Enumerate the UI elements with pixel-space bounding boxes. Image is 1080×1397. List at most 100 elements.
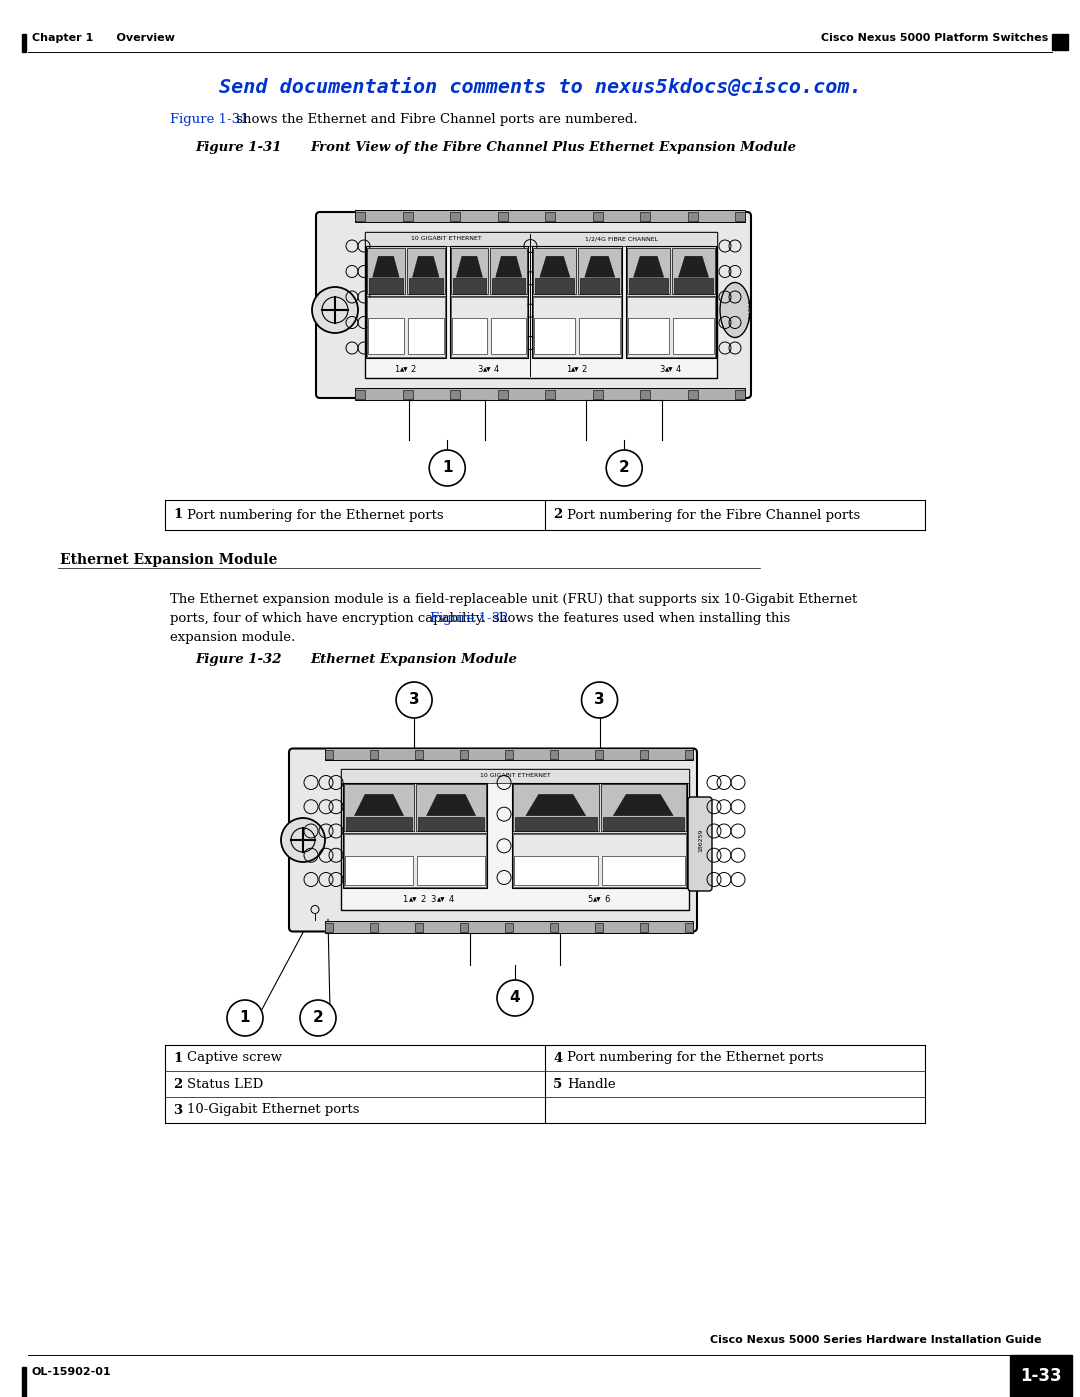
Text: 3: 3	[477, 366, 483, 374]
Text: 1: 1	[442, 461, 453, 475]
Bar	[367, 249, 405, 295]
Circle shape	[581, 682, 618, 718]
Bar	[370, 922, 378, 932]
Bar	[345, 784, 414, 831]
Bar	[550, 922, 558, 932]
Text: 1-33: 1-33	[1021, 1368, 1062, 1384]
Polygon shape	[413, 256, 440, 277]
Bar	[355, 210, 745, 222]
Text: 10 GIGABIT ETHERNET: 10 GIGABIT ETHERNET	[480, 773, 551, 778]
Bar	[417, 855, 485, 884]
Text: Port numbering for the Ethernet ports: Port numbering for the Ethernet ports	[187, 509, 444, 521]
Bar	[22, 34, 26, 52]
Bar	[345, 834, 486, 887]
Circle shape	[429, 450, 465, 486]
Text: 4: 4	[510, 990, 521, 1006]
Polygon shape	[526, 795, 585, 816]
Bar	[629, 319, 670, 353]
Bar	[640, 390, 650, 400]
Text: expansion module.: expansion module.	[170, 631, 295, 644]
Text: 4: 4	[494, 366, 499, 374]
Text: ports, four of which have encryption capability.: ports, four of which have encryption cap…	[170, 612, 490, 624]
Text: 3: 3	[431, 895, 435, 904]
Bar	[602, 855, 685, 884]
Text: 3: 3	[594, 693, 605, 707]
Text: OL-15902-01: OL-15902-01	[32, 1368, 111, 1377]
Text: 5: 5	[586, 895, 592, 904]
Bar	[627, 298, 715, 358]
Bar	[595, 922, 603, 932]
Ellipse shape	[677, 821, 702, 869]
Circle shape	[281, 819, 325, 862]
Circle shape	[396, 682, 432, 718]
Bar	[1010, 1355, 1072, 1397]
Bar	[545, 212, 555, 221]
Bar	[366, 246, 446, 358]
Text: 1: 1	[566, 366, 571, 374]
Bar	[600, 784, 686, 831]
Bar	[409, 278, 443, 295]
Polygon shape	[496, 256, 522, 277]
Bar	[22, 1368, 26, 1397]
Text: 10-Gigabit Ethernet ports: 10-Gigabit Ethernet ports	[187, 1104, 360, 1116]
Circle shape	[497, 981, 534, 1016]
Text: Figure 1-31: Figure 1-31	[170, 113, 248, 127]
FancyBboxPatch shape	[688, 798, 712, 891]
Bar	[532, 246, 622, 358]
Bar	[490, 249, 527, 295]
Polygon shape	[354, 795, 404, 816]
Text: ▲▼: ▲▼	[593, 897, 602, 902]
Bar	[688, 212, 698, 221]
FancyBboxPatch shape	[289, 749, 697, 932]
Text: Status LED: Status LED	[187, 1077, 264, 1091]
Text: Port numbering for the Fibre Channel ports: Port numbering for the Fibre Channel por…	[567, 509, 861, 521]
Text: Figure 1-31: Figure 1-31	[195, 141, 282, 155]
Bar	[343, 782, 487, 887]
Bar	[514, 855, 597, 884]
Bar	[341, 768, 689, 782]
Text: 1/2/4G FIBRE CHANNEL: 1/2/4G FIBRE CHANNEL	[585, 236, 659, 242]
Text: shows the Ethernet and Fibre Channel ports are numbered.: shows the Ethernet and Fibre Channel por…	[232, 113, 637, 127]
Bar	[325, 750, 333, 759]
Text: 2: 2	[420, 895, 426, 904]
Bar	[735, 390, 745, 400]
Circle shape	[300, 1000, 336, 1037]
Bar	[550, 750, 558, 759]
Text: Cisco Nexus 5000 Series Hardware Installation Guide: Cisco Nexus 5000 Series Hardware Install…	[710, 1336, 1041, 1345]
Bar	[685, 922, 693, 932]
Text: 2: 2	[619, 461, 630, 475]
Bar	[491, 319, 526, 353]
Bar	[450, 249, 488, 295]
Circle shape	[312, 286, 357, 332]
Text: 2: 2	[410, 366, 416, 374]
Text: 3: 3	[660, 366, 665, 374]
Bar	[325, 921, 693, 933]
Bar	[415, 922, 423, 932]
Text: 4: 4	[448, 895, 454, 904]
Bar	[407, 249, 445, 295]
Bar	[368, 319, 404, 353]
Text: ▲▼: ▲▼	[483, 367, 491, 373]
Bar	[365, 232, 717, 379]
Bar	[513, 784, 598, 831]
Text: 1: 1	[403, 895, 408, 904]
Polygon shape	[678, 256, 708, 277]
Text: shows the features used when installing this: shows the features used when installing …	[488, 612, 791, 624]
Bar	[505, 750, 513, 759]
Bar	[603, 817, 684, 831]
Bar	[674, 278, 713, 295]
Bar	[369, 278, 403, 295]
Text: ▲▼: ▲▼	[665, 367, 673, 373]
Text: ▲▼: ▲▼	[409, 897, 417, 902]
Bar	[640, 750, 648, 759]
Bar	[593, 390, 603, 400]
Text: Figure 1-32: Figure 1-32	[195, 654, 282, 666]
Bar	[460, 922, 468, 932]
Polygon shape	[540, 256, 570, 277]
Bar	[513, 834, 686, 887]
Bar	[626, 246, 716, 358]
Bar	[595, 750, 603, 759]
Bar	[450, 390, 460, 400]
Text: Ethernet Expansion Module: Ethernet Expansion Module	[310, 654, 517, 666]
Bar	[578, 249, 621, 295]
